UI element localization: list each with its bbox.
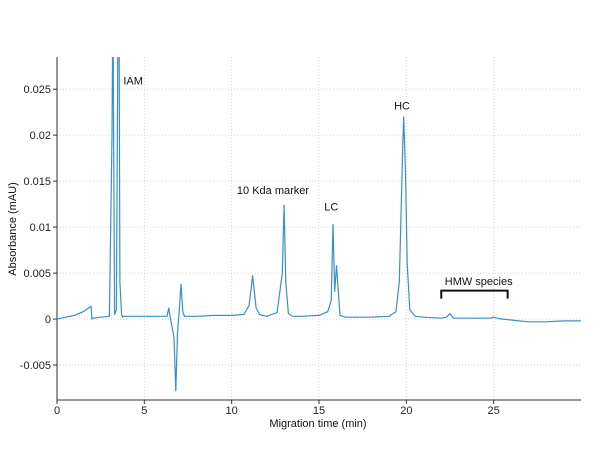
y-tick-label: 0.015	[23, 176, 51, 188]
hmw-bracket	[440, 289, 509, 299]
annotation-label: HMW species	[445, 276, 513, 288]
axes	[53, 57, 581, 404]
y-tick-label: 0	[45, 314, 51, 326]
series-line-0	[57, 57, 581, 392]
x-tick-label: 20	[400, 405, 412, 417]
x-tick-label: 15	[313, 405, 325, 417]
annotation-label: IAM	[123, 76, 143, 88]
x-tick-label: 0	[54, 405, 60, 417]
x-axis-title: Migration time (min)	[269, 418, 366, 430]
annotation-label: HC	[394, 100, 410, 112]
y-axis-title: Absorbance (mAU)	[7, 182, 19, 276]
annotation-label: LC	[324, 202, 338, 214]
x-tick-label: 10	[226, 405, 238, 417]
y-tick-label: -0.005	[20, 360, 51, 372]
annotation-label: 10 Kda marker	[237, 185, 309, 197]
y-tick-label: 0.02	[30, 130, 51, 142]
x-tick-label: 25	[488, 405, 500, 417]
y-tick-label: 0.005	[23, 268, 51, 280]
grid-lines	[57, 57, 581, 400]
y-tick-label: 0.025	[23, 84, 51, 96]
series-layer	[57, 57, 581, 392]
tick-labels: 0 5 10 15 20 25 -0.005 0 0.005 0.01 0.015 0.02 0.025	[20, 84, 500, 417]
y-tick-label: 0.01	[30, 222, 51, 234]
annotations: IAM 10 Kda marker LC HC HMW species	[123, 76, 513, 299]
x-tick-label: 5	[141, 405, 147, 417]
